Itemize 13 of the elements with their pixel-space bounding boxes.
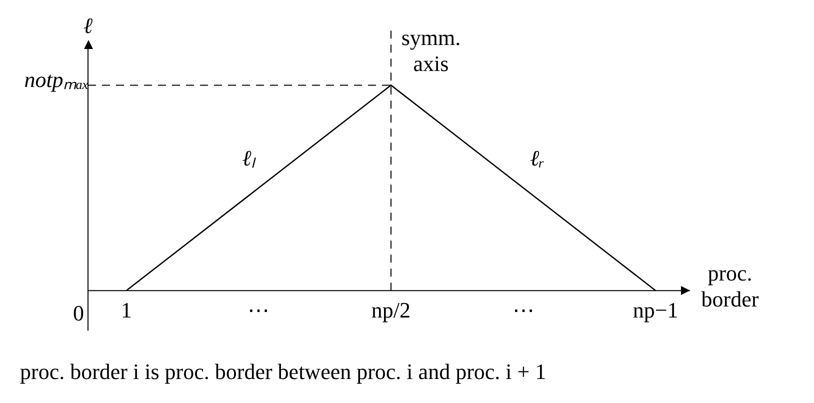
text: proc. border i is proc. border between proc. i and proc. i + 1: [20, 358, 546, 384]
ref-line-label: notpₘₐₓ: [24, 66, 89, 92]
x-tick-label: ⋯: [512, 298, 534, 323]
ref-line-label: symm. axis: [401, 24, 461, 76]
y-axis-title: ℓ: [83, 12, 94, 38]
x-tick-label: np−1: [632, 298, 678, 323]
x-tick-label: np/2: [371, 298, 411, 323]
annotation: ℓₗ: [242, 146, 256, 171]
text: 0: [73, 300, 84, 326]
x-tick-label: ⋯: [248, 298, 270, 323]
x-tick-label: 1: [120, 298, 132, 323]
x-axis-title: proc. border: [701, 260, 760, 312]
annotation: ℓᵣ: [530, 146, 545, 171]
